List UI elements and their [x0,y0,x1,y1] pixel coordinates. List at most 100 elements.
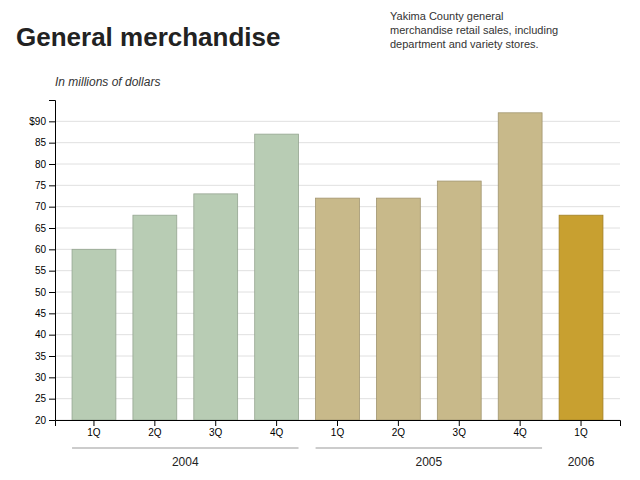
tick-label: 40 [35,329,47,340]
group-label: 2004 [172,455,199,469]
tick-mark [154,420,155,426]
tick-mark [215,420,216,426]
plot: In millions of dollars 20 25 30 35 40 45 50 55 60… [29,75,620,469]
tick-mark [49,228,55,229]
tick: 20 [35,415,55,426]
tick-mark [581,420,582,426]
tick: 45 [35,308,55,319]
tick: 3Q [453,420,467,438]
tick-mark [337,420,338,426]
tick-mark [459,420,460,426]
group-label: 2005 [415,455,442,469]
subtitle-line: department and variety stores. [390,38,539,50]
tick-label: 3Q [209,427,223,438]
subtitle-line: merchandise retail sales, including [390,24,558,36]
tick-mark [398,420,399,426]
title: General merchandise [16,22,280,52]
tick: 85 [35,137,55,148]
tick-label: 25 [35,393,47,404]
tick-label: 75 [35,180,47,191]
bar [437,181,481,420]
tick-mark [49,420,55,421]
tick-mark [49,313,55,314]
axis-line [49,101,56,421]
tick-label: 1Q [574,427,588,438]
tick-label: 35 [35,351,47,362]
tick-mark [49,143,55,144]
tick: 55 [35,265,55,276]
bar [133,215,177,420]
tick-mark [49,271,55,272]
tick-mark [49,249,55,250]
y-axis-label: In millions of dollars [55,75,160,89]
bar [498,113,542,420]
tick: 75 [35,180,55,191]
tick: 60 [35,244,55,255]
tick: 80 [35,159,55,170]
tick: 1Q [331,420,345,438]
tick: 70 [35,201,55,212]
tick-label: 3Q [453,427,467,438]
tick-mark [49,185,55,186]
axis-line [56,421,621,427]
tick-label: $90 [29,116,46,127]
group-label: 2006 [568,455,595,469]
bar [376,198,420,420]
bar [255,134,299,420]
tick-label: 80 [35,159,47,170]
bar [559,215,603,420]
tick-mark [49,121,55,122]
group-bracket [316,448,542,449]
tick-label: 60 [35,244,47,255]
tick-label: 20 [35,415,47,426]
tick-mark [49,356,55,357]
subtitle-line: Yakima County general [390,10,504,22]
tick-mark [49,377,55,378]
tick: 2Q [148,420,162,438]
tick: 30 [35,372,55,383]
x-axis: 1Q 2Q 3Q 4Q 1Q 2Q 3Q 4Q 1Q [56,420,621,438]
tick-mark [520,420,521,426]
tick: 50 [35,287,55,298]
tick: 4Q [270,420,284,438]
tick-mark [49,292,55,293]
tick-mark [93,420,94,426]
tick: 4Q [513,420,527,438]
tick-label: 50 [35,287,47,298]
tick-mark [49,399,55,400]
tick-label: 65 [35,223,47,234]
bar [194,194,238,420]
tick-label: 45 [35,308,47,319]
tick-mark [49,207,55,208]
tick-label: 4Q [270,427,284,438]
tick-label: 2Q [148,427,162,438]
tick: 1Q [87,420,101,438]
tick-mark [276,420,277,426]
chart: General merchandise Yakima County general… [0,0,640,480]
tick-label: 1Q [331,427,345,438]
tick-label: 2Q [392,427,406,438]
group-bracket [72,448,298,449]
y-axis: 20 25 30 35 40 45 50 55 60 65 70 75 80 85 $90 [29,101,55,426]
group-labels: 2004 2005 2006 [72,448,595,469]
bar [316,198,360,420]
tick-label: 85 [35,137,47,148]
bars [72,113,603,420]
tick-label: 70 [35,201,47,212]
tick: $90 [29,116,55,127]
subtitle: Yakima County general merchandise retail … [390,10,558,50]
tick: 40 [35,329,55,340]
tick: 35 [35,351,55,362]
tick: 65 [35,223,55,234]
tick-label: 30 [35,372,47,383]
tick-mark [49,335,55,336]
tick: 1Q [574,420,588,438]
tick: 2Q [392,420,406,438]
bar [72,249,116,420]
tick: 3Q [209,420,223,438]
tick-label: 1Q [87,427,101,438]
tick-mark [49,164,55,165]
tick-label: 55 [35,265,47,276]
tick: 25 [35,393,55,404]
tick-label: 4Q [513,427,527,438]
